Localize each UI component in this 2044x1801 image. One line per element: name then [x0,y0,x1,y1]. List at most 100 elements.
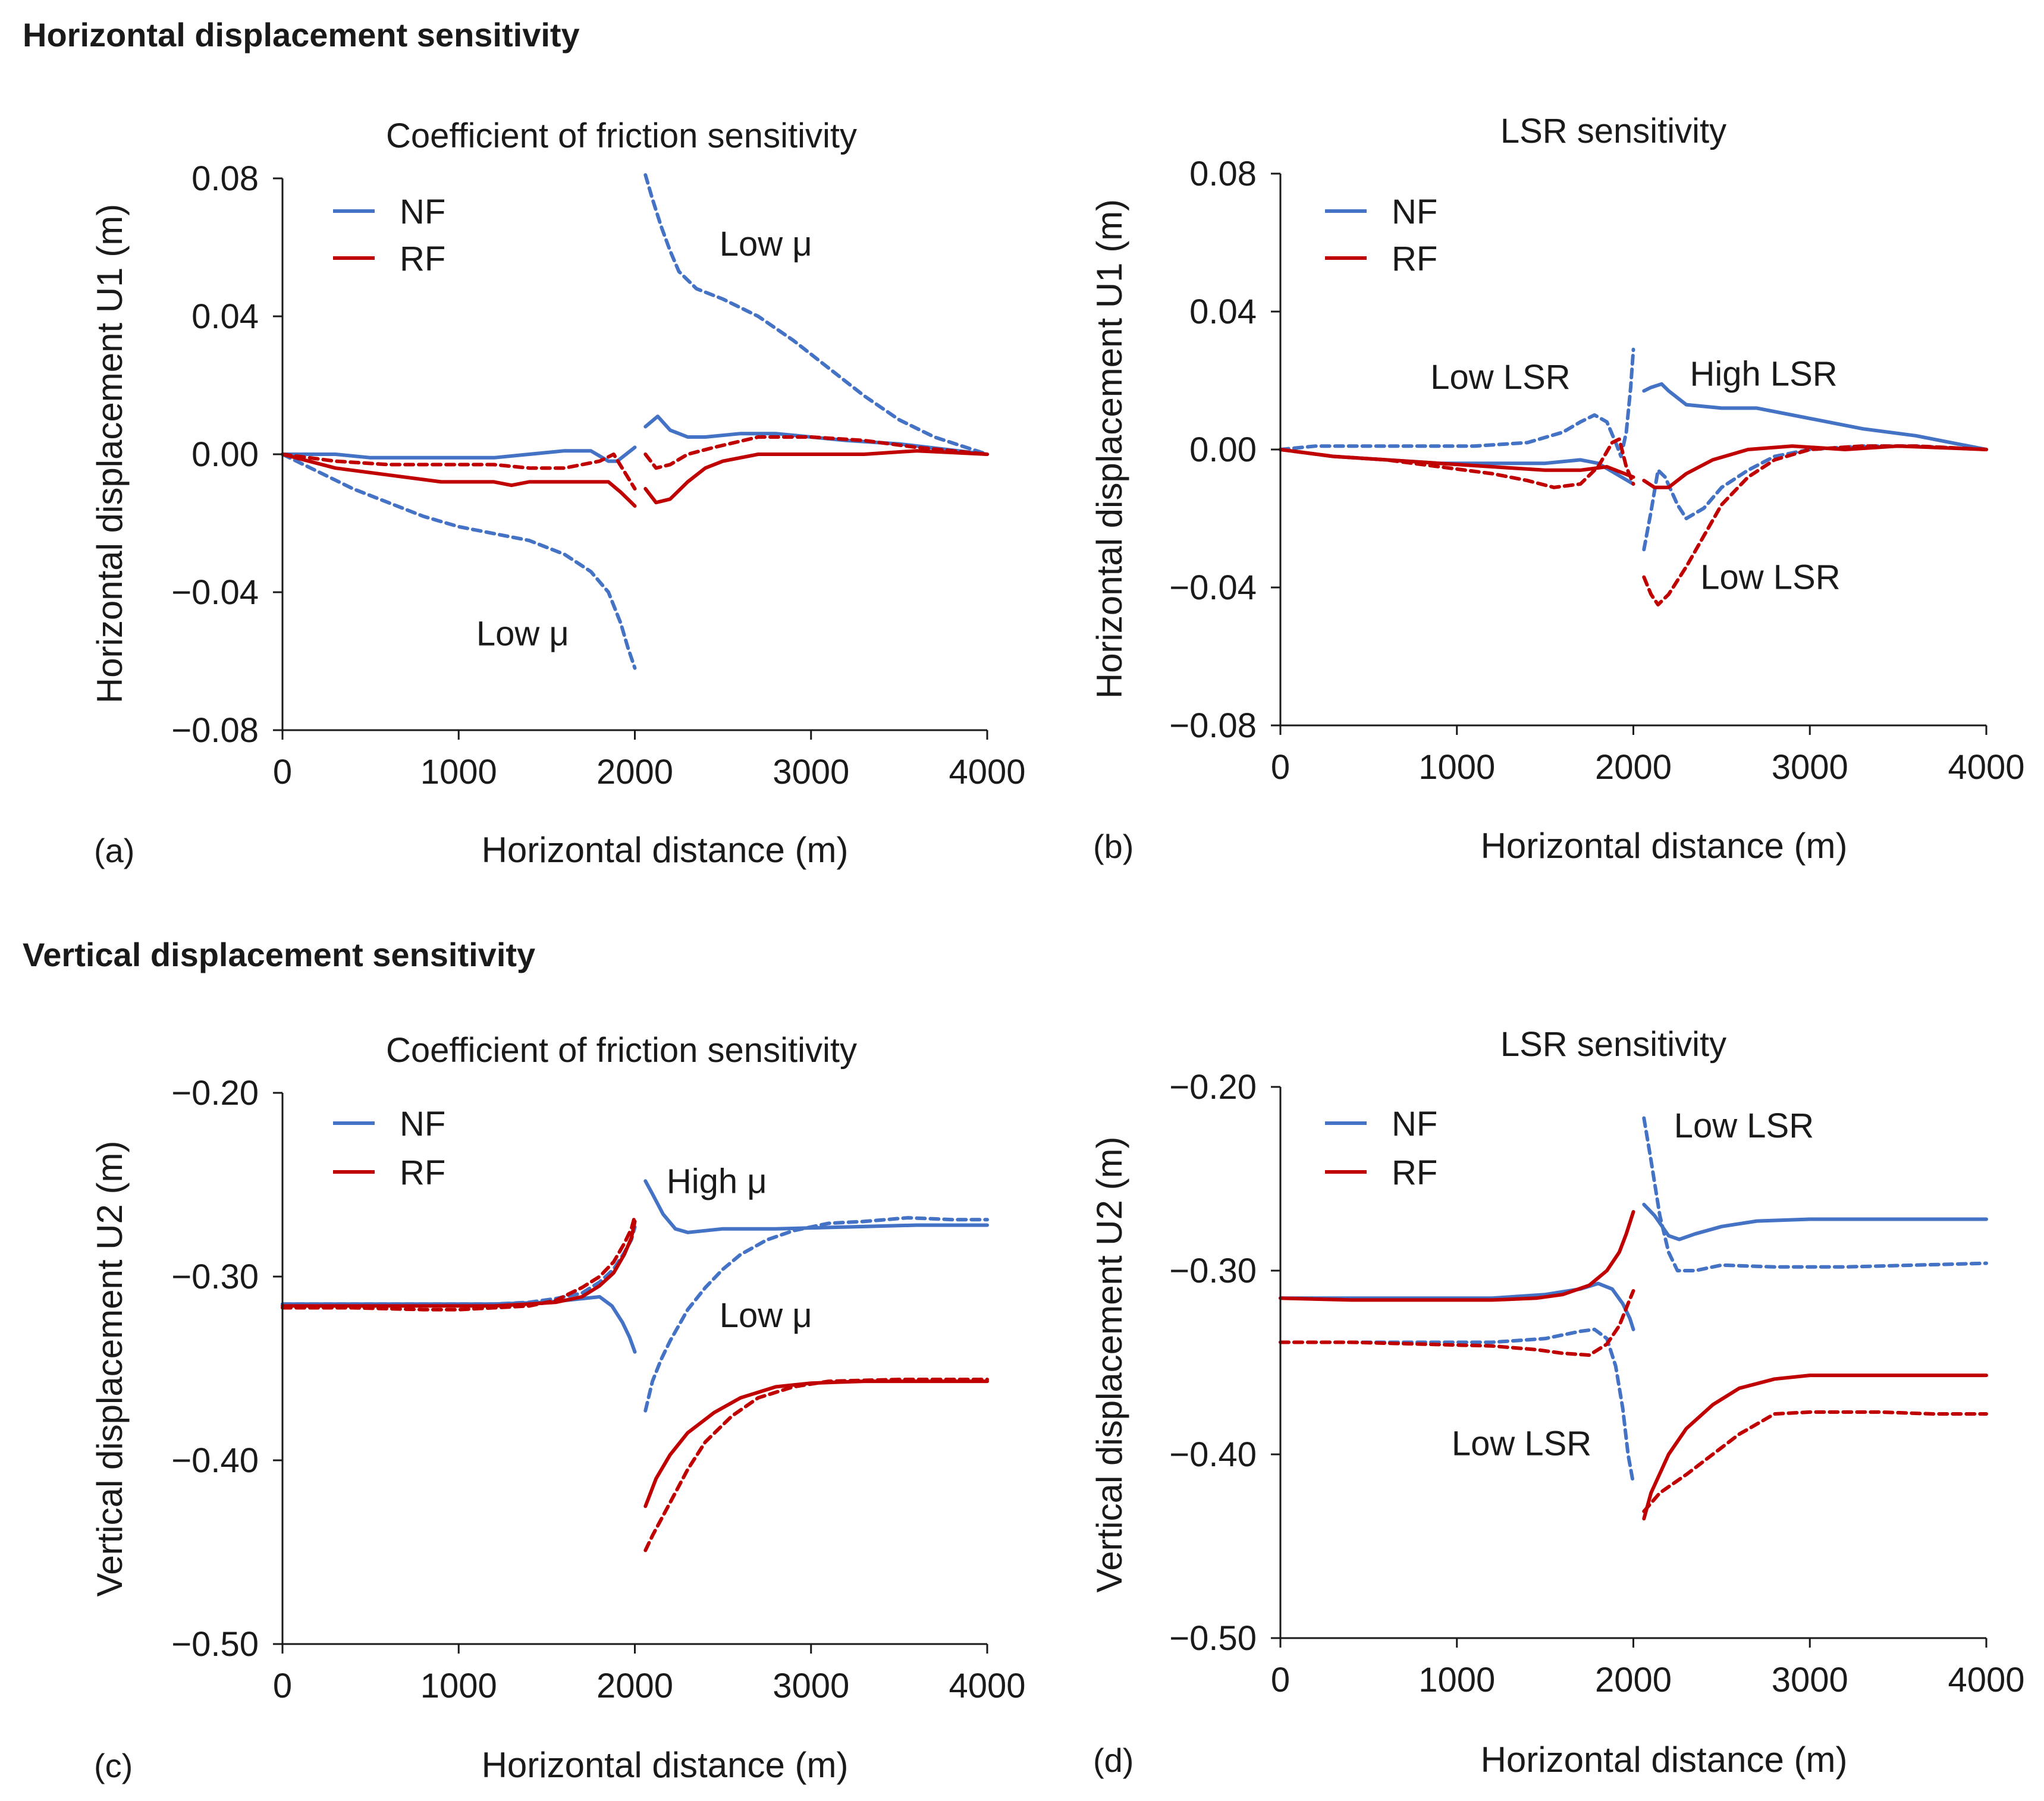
chart-d-x-tick-label: 4000 [1948,1661,2024,1699]
chart-c-panel-label: (c) [94,1747,133,1784]
chart-c-series-rf-segment-2 [643,1379,989,1508]
chart-b-annotations: Low LSR High LSR Low LSR [1430,354,1840,596]
chart-c-series-nf-segment-2 [643,1179,989,1234]
chart-b-y-tick-label: −0.04 [1169,568,1257,607]
chart-a-series-group [281,173,989,670]
chart-d-y-axis-label: Vertical displacement U2 (m) [1089,1137,1129,1593]
chart-b-x-tick-label: 0 [1271,748,1290,787]
chart-d-x-tick-label: 0 [1271,1661,1290,1699]
chart-b-series-rf-segment-1 [1279,448,1635,479]
section-heading-vertical: Vertical displacement sensitivity [23,936,535,973]
chart-a-y-tick-label: −0.08 [171,711,259,750]
chart-d-x-axis-label: Horizontal distance (m) [1481,1740,1848,1780]
chart-a-axes: 0.08 0.04 0.00 −0.04 −0.08 0 1000 2000 3000 4000 [171,159,1025,791]
chart-c-y-tick-label: −0.20 [171,1074,259,1112]
chart-d-legend-label-rf: RF [1392,1153,1437,1192]
chart-d-legend-label-nf: NF [1392,1105,1437,1143]
chart-b-series-nf-low-lsr-segment-1 [1279,347,1635,458]
chart-b-x-tick-label: 3000 [1772,748,1848,787]
chart-a-series-nf-low-segment-1 [281,452,637,670]
chart-a-annotations: Low μ Low μ [476,225,812,653]
chart-a-series-nf-low-segment-2 [643,173,989,456]
chart-d-title: LSR sensitivity [1500,1025,1726,1064]
chart-d-y-tick-label: −0.30 [1169,1252,1257,1290]
chart-d-series-rf-low-lsr-segment-1 [1279,1289,1635,1357]
chart-c-annotation: Low μ [720,1296,812,1335]
chart-b-series-rf-low-lsr-segment-2 [1642,444,1988,606]
chart-d-series-nf-low-lsr-segment-2 [1642,1116,1988,1272]
chart-c-series-rf-low-segment-1 [281,1214,637,1312]
chart-d-series-nf-segment-2 [1642,1202,1988,1241]
chart-c-series-rf-low-segment-2 [643,1378,989,1552]
chart-b-series-nf-low-lsr-segment-2 [1642,444,1988,552]
chart-a-x-axis-label: Horizontal distance (m) [482,830,849,870]
chart-b-series-rf-low-lsr-segment-1 [1279,437,1635,489]
chart-a-x-tick-label: 4000 [949,753,1025,791]
chart-a-annotation: Low μ [720,225,812,263]
chart-b-series-nf-segment-2 [1642,382,1988,451]
chart-c-legend: NF RF [333,1105,445,1192]
chart-c-legend-label-nf: NF [400,1105,445,1143]
chart-d-annotations: Low LSR Low LSR [1452,1107,1814,1463]
chart-c-annotation: High μ [667,1162,767,1200]
chart-c-annotations: High μ Low μ [667,1162,812,1335]
chart-b-annotation: High LSR [1690,354,1837,393]
chart-d-x-tick-label: 2000 [1595,1661,1672,1699]
chart-b-series-rf-segment-2 [1642,444,1988,489]
chart-a-series-rf-segment-1 [281,452,637,508]
chart-a-x-tick-label: 0 [273,753,292,791]
chart-b-title: LSR sensitivity [1500,112,1726,150]
chart-d: −0.20 −0.30 −0.40 −0.50 0 1000 2000 3000 4000 LS… [1089,1025,2025,1780]
chart-c-y-tick-label: −0.40 [171,1441,259,1480]
chart-c-legend-label-rf: RF [400,1153,445,1192]
chart-a-series-nf-segment-1 [281,445,637,463]
chart-b-panel-label: (b) [1093,828,1134,865]
chart-c: −0.20 −0.30 −0.40 −0.50 0 1000 2000 3000 4000 Co… [90,1031,1026,1785]
chart-b-legend-label-rf: RF [1392,240,1437,278]
chart-d-x-tick-label: 1000 [1418,1661,1495,1699]
chart-a-legend: NF RF [333,193,445,278]
chart-a-panel-label: (a) [94,832,134,869]
chart-c-x-tick-label: 3000 [773,1667,849,1705]
chart-a-y-axis-label: Horizontal displacement U1 (m) [90,204,130,703]
chart-a-annotation: Low μ [476,615,569,653]
chart-b-y-axis-label: Horizontal displacement U1 (m) [1089,199,1129,699]
chart-b-y-tick-label: 0.08 [1189,155,1257,193]
chart-d-series-rf-segment-2 [1642,1373,1988,1521]
chart-a-y-tick-label: 0.08 [191,159,259,198]
chart-d-y-tick-label: −0.50 [1169,1619,1257,1658]
chart-a-series-nf-segment-2 [643,414,989,456]
chart-c-x-axis-label: Horizontal distance (m) [482,1745,849,1785]
chart-c-title: Coefficient of friction sensitivity [386,1031,857,1070]
chart-a-legend-label-nf: NF [400,193,445,231]
chart-c-y-axis-label: Vertical displacement U2 (m) [90,1141,130,1597]
chart-a-x-tick-label: 1000 [420,753,497,791]
chart-c-axes: −0.20 −0.30 −0.40 −0.50 0 1000 2000 3000 4000 [171,1074,1025,1705]
chart-b-y-tick-label: 0.04 [1189,293,1257,331]
chart-b-annotation: Low LSR [1700,558,1840,597]
chart-a: 0.080.040.00−0.04−0.080 1000 2000 3000 4000 … [90,117,1026,870]
chart-b-y-tick-label: 0.00 [1189,430,1257,469]
chart-b-annotation: Low LSR [1430,358,1570,397]
chart-d-series-rf-segment-1 [1279,1210,1635,1302]
chart-c-x-tick-label: 2000 [596,1667,673,1705]
chart-b: 0.080.040.00−0.04−0.080 1000 2000 3000 4000 … [1089,112,2025,866]
chart-d-annotation: Low LSR [1674,1107,1814,1145]
chart-c-y-tick-label: −0.50 [171,1625,259,1664]
chart-a-series-rf-low-segment-1 [281,452,637,491]
chart-a-y-tick-label: −0.04 [171,573,259,612]
chart-b-series-group [1279,347,1988,606]
chart-c-x-tick-label: 1000 [420,1667,497,1705]
chart-a-x-tick-label: 3000 [773,753,849,791]
chart-b-x-tick-label: 2000 [1595,748,1672,787]
chart-b-x-tick-label: 4000 [1948,748,2024,787]
chart-c-x-tick-label: 4000 [949,1667,1025,1705]
chart-b-legend-label-nf: NF [1392,193,1437,231]
chart-c-y-tick-label: −0.30 [171,1258,259,1296]
chart-d-legend: NF RF [1325,1105,1437,1192]
chart-b-legend: NF RF [1325,193,1437,278]
chart-c-series-group [281,1179,989,1552]
chart-d-series-rf-low-lsr-segment-2 [1642,1410,1988,1513]
chart-d-series-group [1279,1116,1988,1521]
